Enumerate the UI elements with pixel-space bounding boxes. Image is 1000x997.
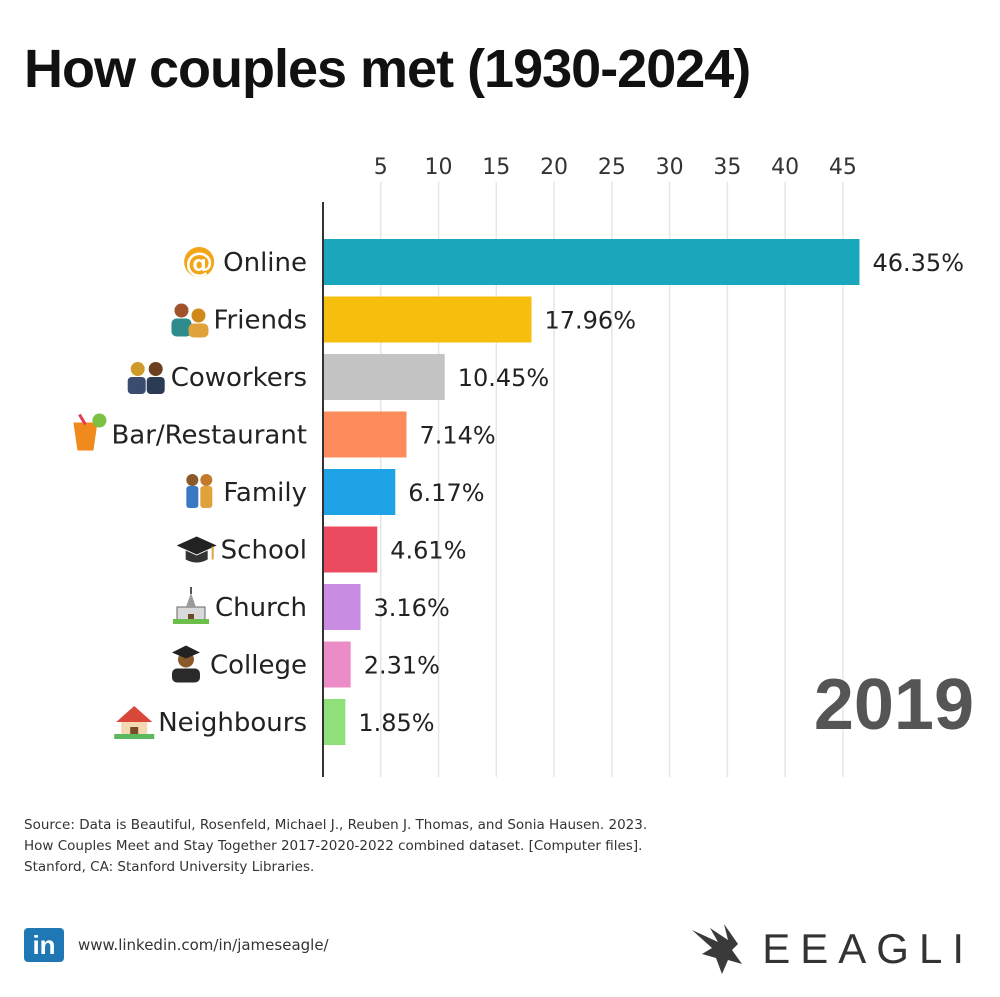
value-labels: 46.35% 17.96% 10.45% 7.14% 6.17% 4.61% 3.16% 2.… <box>358 249 964 737</box>
value-label: 1.85% <box>358 709 434 737</box>
x-tick-label: 25 <box>598 155 626 180</box>
bar-friends <box>324 296 532 343</box>
bars <box>324 239 860 745</box>
bar-coworkers <box>324 354 445 400</box>
chart-title: How couples met (1930-2024) <box>24 39 751 99</box>
linkedin-url[interactable]: www.linkedin.com/in/jameseagle/ <box>78 936 329 954</box>
eagle-icon <box>692 924 743 974</box>
linkedin-icon: in <box>24 928 64 962</box>
category-label: Family <box>223 478 307 508</box>
brand-logo: EEAGLI <box>688 920 974 978</box>
category-label: Neighbours <box>158 708 307 738</box>
source-note: Source: Data is Beautiful, Rosenfeld, Mi… <box>24 815 924 878</box>
bar-chart: 5 10 15 20 25 30 35 40 45 Online Friends Coworkers… <box>73 155 964 777</box>
bar-church <box>324 584 361 630</box>
bar-neighbours <box>324 699 346 745</box>
bar-college <box>324 641 351 688</box>
category-labels: Online Friends Coworkers Bar/Restaurant Fami… <box>111 248 307 738</box>
graduate-icon <box>171 645 200 683</box>
tropical-drink-icon <box>73 413 107 451</box>
x-axis-ticks: 5 10 15 20 25 30 35 40 45 <box>374 155 857 180</box>
x-tick-label: 30 <box>656 155 684 180</box>
value-label: 46.35% <box>872 249 964 277</box>
family-icon <box>186 474 213 508</box>
category-icons: @ <box>73 246 217 739</box>
friends-icon <box>171 303 209 338</box>
svg-text:@: @ <box>185 246 213 279</box>
bar-bar-restaurant <box>324 411 407 458</box>
value-label: 7.14% <box>419 422 495 450</box>
value-label: 4.61% <box>390 537 466 565</box>
category-label: Coworkers <box>171 363 307 393</box>
value-label: 6.17% <box>408 479 484 507</box>
category-label: Church <box>215 593 307 623</box>
church-icon <box>172 587 209 624</box>
source-line: Source: Data is Beautiful, Rosenfeld, Mi… <box>24 817 648 833</box>
house-icon <box>114 706 155 739</box>
source-line: How Couples Meet and Stay Together 2017-… <box>24 838 643 854</box>
category-label: Online <box>223 248 307 278</box>
x-tick-label: 15 <box>482 155 510 180</box>
bar-family <box>324 469 396 515</box>
x-tick-label: 35 <box>713 155 741 180</box>
x-tick-label: 20 <box>540 155 568 180</box>
category-label: School <box>221 536 307 566</box>
bar-online <box>324 239 860 285</box>
value-label: 2.31% <box>364 652 440 680</box>
at-sign-icon: @ <box>184 246 215 279</box>
brand-name: EEAGLI <box>762 925 974 972</box>
value-label: 17.96% <box>544 307 636 335</box>
source-line: Stanford, CA: Stanford University Librar… <box>24 859 315 875</box>
coworkers-icon <box>127 362 165 394</box>
value-label: 10.45% <box>458 364 550 392</box>
linkedin-link[interactable]: in www.linkedin.com/in/jameseagle/ <box>24 928 329 962</box>
x-tick-label: 10 <box>425 155 453 180</box>
value-label: 3.16% <box>374 594 450 622</box>
x-tick-label: 5 <box>374 155 388 180</box>
category-label: Friends <box>213 306 307 336</box>
graduation-cap-icon <box>176 536 217 563</box>
x-tick-label: 40 <box>771 155 799 180</box>
category-label: College <box>210 651 307 681</box>
x-tick-label: 45 <box>829 155 857 180</box>
category-label: Bar/Restaurant <box>111 421 307 451</box>
year-label: 2019 <box>813 665 974 745</box>
bar-school <box>324 526 378 573</box>
